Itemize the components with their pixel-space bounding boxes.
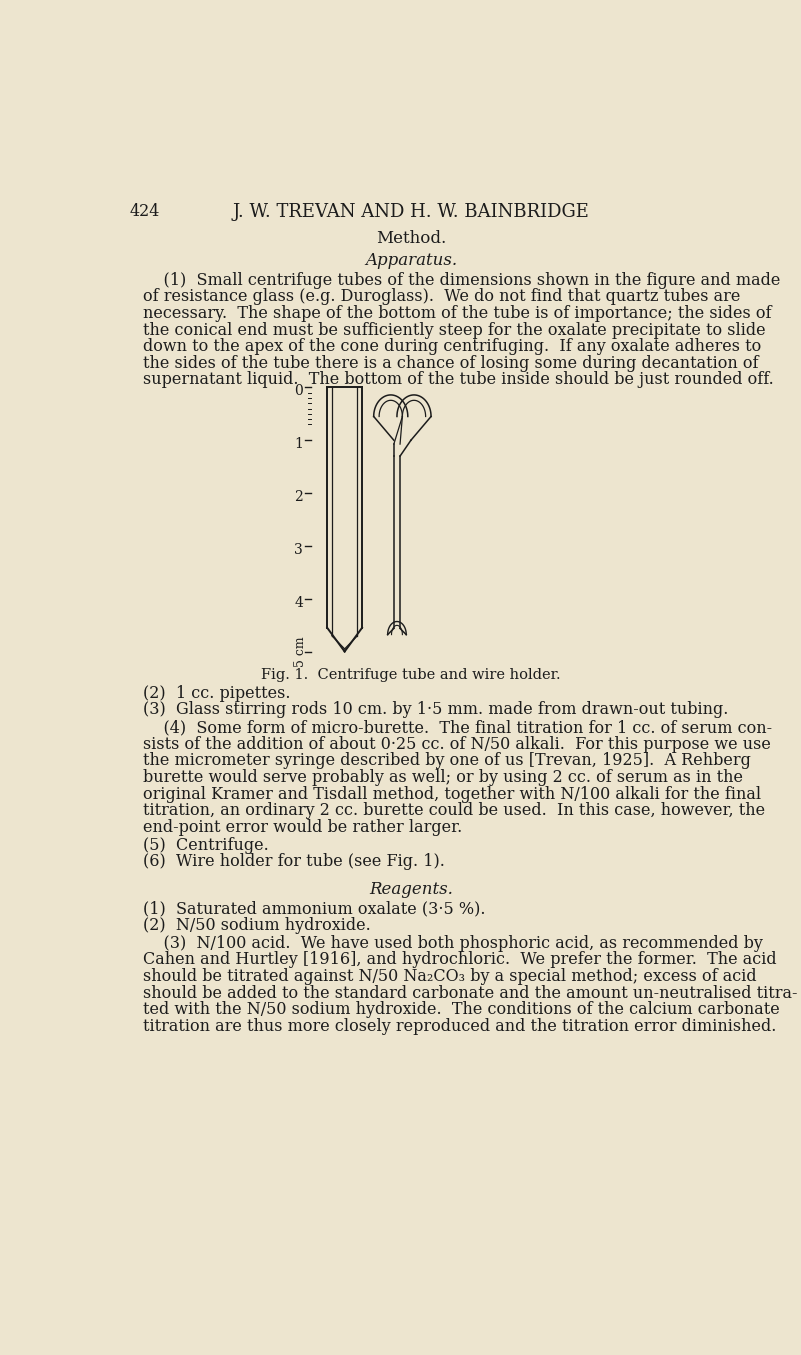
Text: (2)  N/50 sodium hydroxide.: (2) N/50 sodium hydroxide.	[143, 917, 371, 934]
Text: (6)  Wire holder for tube (see Fig. 1).: (6) Wire holder for tube (see Fig. 1).	[143, 854, 445, 870]
Text: (4)  Some form of micro-burette.  The final titration for 1 cc. of serum con-: (4) Some form of micro-burette. The fina…	[143, 720, 772, 736]
Text: supernatant liquid.  The bottom of the tube inside should be just rounded off.: supernatant liquid. The bottom of the tu…	[143, 371, 774, 389]
Text: 2: 2	[295, 491, 303, 504]
Text: (3)  N/100 acid.  We have used both phosphoric acid, as recommended by: (3) N/100 acid. We have used both phosph…	[143, 935, 763, 953]
Text: sists of the addition of about 0·25 cc. of N/50 alkali.  For this purpose we use: sists of the addition of about 0·25 cc. …	[143, 736, 771, 753]
Text: titration, an ordinary 2 cc. burette could be used.  In this case, however, the: titration, an ordinary 2 cc. burette cou…	[143, 802, 765, 818]
Text: (3)  Glass stirring rods 10 cm. by 1·5 mm. made from drawn-out tubing.: (3) Glass stirring rods 10 cm. by 1·5 mm…	[143, 702, 728, 718]
Text: should be titrated against N/50 Na₂CO₃ by a special method; excess of acid: should be titrated against N/50 Na₂CO₃ b…	[143, 967, 756, 985]
Text: the micrometer syringe described by one of us [Trevan, 1925].  A Rehberg: the micrometer syringe described by one …	[143, 752, 751, 770]
Text: original Kramer and Tisdall method, together with N/100 alkali for the final: original Kramer and Tisdall method, toge…	[143, 786, 761, 802]
Text: burette would serve probably as well; or by using 2 cc. of serum as in the: burette would serve probably as well; or…	[143, 770, 743, 786]
Text: the sides of the tube there is a chance of losing some during decantation of: the sides of the tube there is a chance …	[143, 355, 759, 371]
Text: 424: 424	[130, 203, 160, 221]
Text: (2)  1 cc. pipettes.: (2) 1 cc. pipettes.	[143, 684, 290, 702]
Text: 5 cm: 5 cm	[294, 637, 307, 667]
Text: Fig. 1.  Centrifuge tube and wire holder.: Fig. 1. Centrifuge tube and wire holder.	[261, 668, 561, 682]
Text: the conical end must be sufficiently steep for the oxalate precipitate to slide: the conical end must be sufficiently ste…	[143, 321, 766, 339]
Text: 0: 0	[295, 385, 303, 398]
Text: Apparatus.: Apparatus.	[364, 252, 457, 268]
Text: necessary.  The shape of the bottom of the tube is of importance; the sides of: necessary. The shape of the bottom of th…	[143, 305, 771, 322]
Text: 3: 3	[295, 543, 303, 557]
Text: Method.: Method.	[376, 230, 446, 248]
Text: 1: 1	[294, 438, 303, 451]
Text: of resistance glass (e.g. Duroglass).  We do not find that quartz tubes are: of resistance glass (e.g. Duroglass). We…	[143, 289, 740, 305]
Text: Reagents.: Reagents.	[369, 881, 453, 897]
Text: down to the apex of the cone during centrifuging.  If any oxalate adheres to: down to the apex of the cone during cent…	[143, 339, 761, 355]
Text: should be added to the standard carbonate and the amount un-neutralised titra-: should be added to the standard carbonat…	[143, 985, 797, 1001]
Text: ted with the N/50 sodium hydroxide.  The conditions of the calcium carbonate: ted with the N/50 sodium hydroxide. The …	[143, 1001, 779, 1018]
Text: (1)  Small centrifuge tubes of the dimensions shown in the figure and made: (1) Small centrifuge tubes of the dimens…	[143, 272, 780, 289]
Text: Cahen and Hurtley [1916], and hydrochloric.  We prefer the former.  The acid: Cahen and Hurtley [1916], and hydrochlor…	[143, 951, 776, 969]
Text: titration are thus more closely reproduced and the titration error diminished.: titration are thus more closely reproduc…	[143, 1018, 776, 1035]
Text: (1)  Saturated ammonium oxalate (3·5 %).: (1) Saturated ammonium oxalate (3·5 %).	[143, 900, 485, 917]
Text: J. W. TREVAN AND H. W. BAINBRIDGE: J. W. TREVAN AND H. W. BAINBRIDGE	[232, 203, 590, 221]
Text: end-point error would be rather larger.: end-point error would be rather larger.	[143, 818, 462, 836]
Text: 4: 4	[294, 596, 303, 610]
Text: (5)  Centrifuge.: (5) Centrifuge.	[143, 837, 268, 854]
